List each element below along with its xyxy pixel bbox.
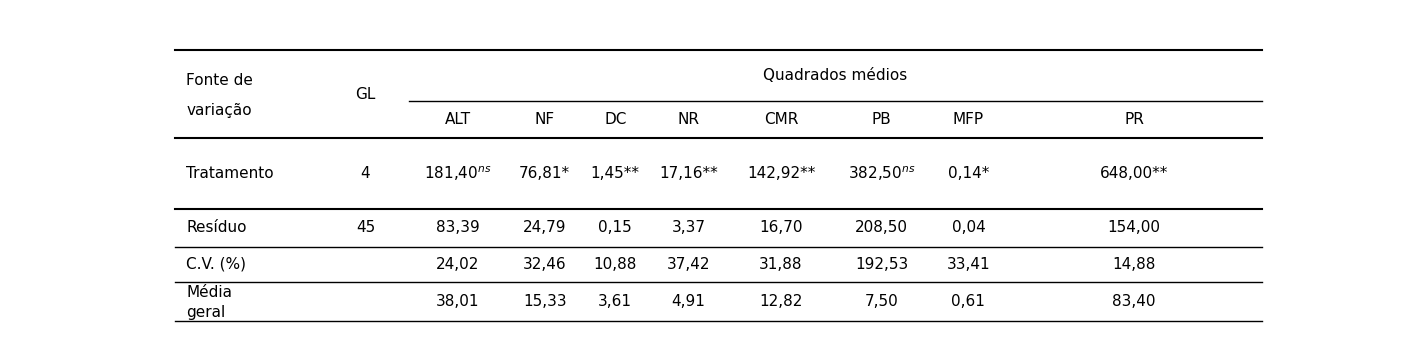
Text: 17,16**: 17,16**	[659, 166, 718, 181]
Text: PR: PR	[1124, 112, 1144, 127]
Text: 4,91: 4,91	[672, 294, 705, 309]
Text: 15,33: 15,33	[523, 294, 566, 309]
Text: GL: GL	[355, 87, 376, 102]
Text: 208,50: 208,50	[855, 220, 908, 235]
Text: 154,00: 154,00	[1108, 220, 1161, 235]
Text: Tratamento: Tratamento	[186, 166, 273, 181]
Text: 0,14*: 0,14*	[948, 166, 990, 181]
Text: 0,15: 0,15	[599, 220, 632, 235]
Text: 648,00**: 648,00**	[1101, 166, 1168, 181]
Text: 76,81*: 76,81*	[519, 166, 571, 181]
Text: 0,61: 0,61	[952, 294, 986, 309]
Text: NF: NF	[534, 112, 555, 127]
Text: 3,61: 3,61	[599, 294, 632, 309]
Text: 31,88: 31,88	[760, 257, 803, 272]
Text: Resíduo: Resíduo	[186, 220, 247, 235]
Text: C.V. (%): C.V. (%)	[186, 257, 247, 272]
Text: 24,79: 24,79	[523, 220, 566, 235]
Text: 38,01: 38,01	[436, 294, 479, 309]
Text: 33,41: 33,41	[946, 257, 990, 272]
Text: NR: NR	[677, 112, 700, 127]
Text: PB: PB	[872, 112, 892, 127]
Text: MFP: MFP	[953, 112, 984, 127]
Text: 4: 4	[360, 166, 370, 181]
Text: 37,42: 37,42	[667, 257, 711, 272]
Text: 16,70: 16,70	[760, 220, 803, 235]
Text: 45: 45	[356, 220, 374, 235]
Text: Média: Média	[186, 285, 233, 300]
Text: variação: variação	[186, 103, 252, 118]
Text: 0,04: 0,04	[952, 220, 986, 235]
Text: DC: DC	[604, 112, 627, 127]
Text: 10,88: 10,88	[593, 257, 637, 272]
Text: CMR: CMR	[764, 112, 798, 127]
Text: 142,92**: 142,92**	[747, 166, 815, 181]
Text: Fonte de: Fonte de	[186, 73, 252, 88]
Text: ALT: ALT	[444, 112, 471, 127]
Text: 181,40$^{ns}$: 181,40$^{ns}$	[423, 164, 492, 183]
Text: 12,82: 12,82	[760, 294, 803, 309]
Text: 1,45**: 1,45**	[590, 166, 639, 181]
Text: 14,88: 14,88	[1112, 257, 1155, 272]
Text: geral: geral	[186, 305, 226, 320]
Text: 192,53: 192,53	[855, 257, 908, 272]
Text: 32,46: 32,46	[523, 257, 566, 272]
Text: 3,37: 3,37	[672, 220, 705, 235]
Text: Quadrados médios: Quadrados médios	[763, 68, 907, 83]
Text: 7,50: 7,50	[865, 294, 899, 309]
Text: 83,40: 83,40	[1112, 294, 1155, 309]
Text: 382,50$^{ns}$: 382,50$^{ns}$	[848, 164, 916, 183]
Text: 83,39: 83,39	[436, 220, 479, 235]
Text: 24,02: 24,02	[436, 257, 479, 272]
